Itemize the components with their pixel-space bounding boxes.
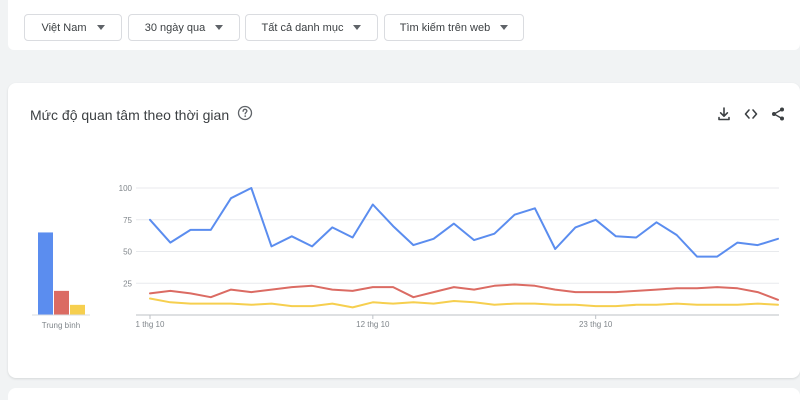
country-filter[interactable]: Việt Nam [24, 14, 122, 41]
time-range-filter[interactable]: 30 ngày qua [128, 14, 240, 41]
embed-icon[interactable] [743, 106, 759, 122]
filter-bar: Việt Nam 30 ngày qua Tất cả danh mục Tìm… [8, 0, 800, 50]
country-filter-label: Việt Nam [41, 21, 87, 34]
y-tick-label: 25 [123, 279, 132, 288]
interest-over-time-card: Mức độ quan tâm theo thời gian Trung bìn… [8, 83, 800, 378]
search-type-filter[interactable]: Tìm kiếm trên web [384, 14, 524, 41]
yellow-series-line [149, 297, 779, 309]
red-series-line [149, 283, 779, 301]
category-filter-label: Tất cả danh mục [261, 21, 344, 34]
share-icon[interactable] [770, 106, 786, 122]
x-tick-label: 12 thg 10 [356, 320, 390, 329]
chevron-down-icon [353, 25, 362, 30]
y-tick-label: 75 [123, 216, 132, 225]
blue-series-line [149, 187, 779, 258]
download-icon[interactable] [716, 106, 732, 122]
interest-chart: Trung bình 100 75 50 25 1 thg 10 12 thg 10 23 t… [32, 184, 779, 330]
chevron-down-icon [96, 25, 105, 30]
chevron-down-icon [215, 25, 224, 30]
card-title: Mức độ quan tâm theo thời gian [30, 107, 230, 123]
search-type-filter-label: Tìm kiếm trên web [399, 21, 491, 34]
y-tick-label: 100 [119, 184, 133, 193]
average-bar [70, 304, 85, 315]
chevron-down-icon [500, 25, 509, 30]
y-tick-label: 50 [123, 248, 132, 257]
next-card [8, 388, 800, 400]
x-tick-label: 23 thg 10 [579, 320, 613, 329]
time-range-filter-label: 30 ngày qua [144, 21, 206, 34]
help-circle-icon[interactable] [237, 105, 253, 121]
category-filter[interactable]: Tất cả danh mục [245, 14, 378, 41]
x-tick-label: 1 thg 10 [136, 320, 165, 329]
average-label: Trung bình [42, 321, 80, 330]
average-bar [38, 232, 53, 315]
average-bar [54, 290, 69, 315]
